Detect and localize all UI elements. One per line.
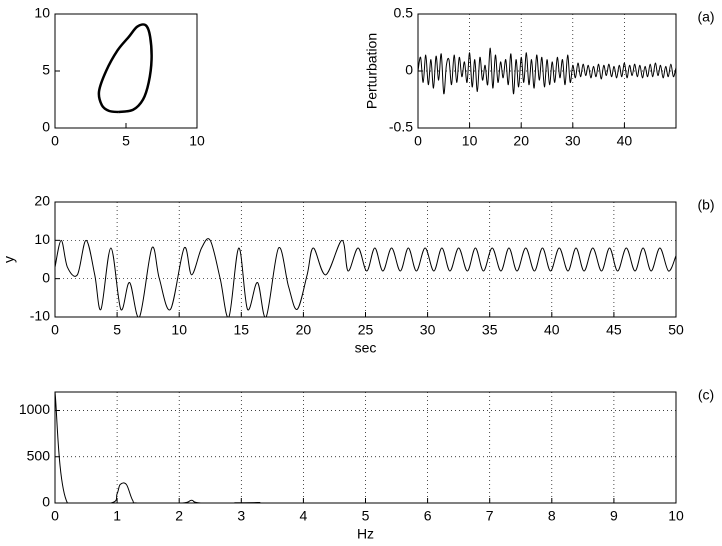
x-tick-label: 10 bbox=[462, 133, 478, 149]
x-tick-label: 1 bbox=[113, 508, 121, 524]
x-axis-label: sec bbox=[355, 340, 377, 356]
x-tick-label: 40 bbox=[617, 133, 633, 149]
y-tick-label: 500 bbox=[27, 447, 51, 463]
x-tick-label: 0 bbox=[51, 508, 59, 524]
x-tick-label: 20 bbox=[296, 322, 312, 338]
y-tick-label: 0 bbox=[42, 269, 50, 285]
y-tick-label: 5 bbox=[42, 62, 50, 78]
data-line bbox=[55, 238, 676, 317]
y-tick-label: 0 bbox=[42, 494, 50, 510]
x-tick-label: 9 bbox=[610, 508, 618, 524]
y-axis-label: y bbox=[1, 256, 17, 263]
y-tick-label: -10 bbox=[30, 308, 50, 324]
x-tick-label: 20 bbox=[513, 133, 529, 149]
y-tick-label: 10 bbox=[34, 5, 50, 21]
y-tick-label: 0 bbox=[405, 62, 413, 78]
y-tick-label: 10 bbox=[34, 231, 50, 247]
y-tick-label: 1000 bbox=[19, 401, 50, 417]
data-line bbox=[418, 47, 676, 95]
x-tick-label: 45 bbox=[606, 322, 622, 338]
y-tick-label: -0.5 bbox=[389, 119, 413, 135]
x-tick-label: 0 bbox=[51, 322, 59, 338]
x-tick-label: 25 bbox=[358, 322, 374, 338]
x-tick-label: 8 bbox=[548, 508, 556, 524]
y-axis-label: Perturbation bbox=[364, 33, 380, 109]
x-tick-label: 5 bbox=[113, 322, 121, 338]
x-tick-label: 15 bbox=[234, 322, 250, 338]
x-tick-label: 5 bbox=[362, 508, 370, 524]
x-tick-label: 6 bbox=[424, 508, 432, 524]
x-tick-label: 35 bbox=[482, 322, 498, 338]
x-tick-label: 0 bbox=[51, 133, 59, 149]
axes-box bbox=[54, 201, 677, 318]
x-tick-label: 10 bbox=[171, 322, 187, 338]
x-tick-label: 4 bbox=[300, 508, 308, 524]
x-tick-label: 30 bbox=[565, 133, 581, 149]
panel-label: (c) bbox=[698, 387, 714, 403]
data-line bbox=[55, 392, 676, 503]
x-tick-label: 5 bbox=[122, 133, 130, 149]
panel-label: (a) bbox=[697, 9, 714, 25]
x-axis-label: Hz bbox=[357, 526, 374, 542]
panel-label: (b) bbox=[697, 197, 714, 213]
axes-box bbox=[54, 13, 198, 129]
x-tick-label: 30 bbox=[420, 322, 436, 338]
x-tick-label: 2 bbox=[175, 508, 183, 524]
y-tick-label: 20 bbox=[34, 193, 50, 209]
x-tick-label: 7 bbox=[486, 508, 494, 524]
data-line bbox=[97, 23, 153, 114]
x-tick-label: 50 bbox=[668, 322, 684, 338]
x-tick-label: 3 bbox=[237, 508, 245, 524]
x-tick-label: 0 bbox=[414, 133, 422, 149]
x-tick-label: 10 bbox=[189, 133, 205, 149]
axes-box bbox=[54, 391, 677, 504]
axes-box bbox=[417, 13, 677, 129]
x-tick-label: 40 bbox=[544, 322, 560, 338]
y-tick-label: 0.5 bbox=[394, 5, 414, 21]
y-tick-label: 0 bbox=[42, 119, 50, 135]
x-tick-label: 10 bbox=[668, 508, 684, 524]
